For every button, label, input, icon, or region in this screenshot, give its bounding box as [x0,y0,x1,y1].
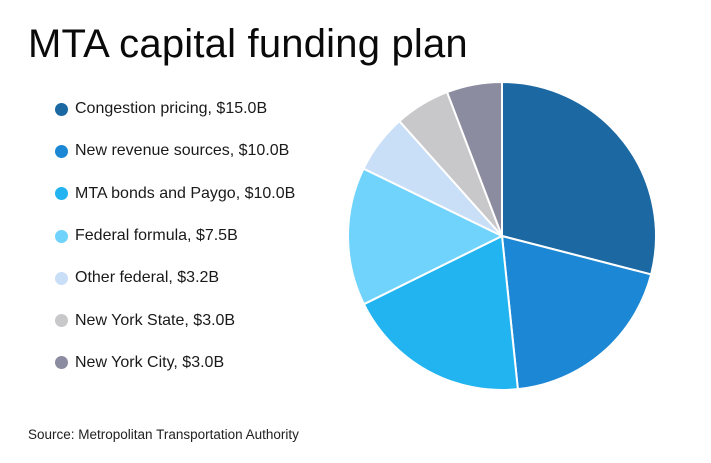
legend-item-federal-formula: Federal formula, $7.5B [55,215,295,257]
legend-swatch-icon [55,144,68,158]
legend-label: Federal formula, $7.5B [75,227,238,245]
source-note: Source: Metropolitan Transportation Auth… [28,427,299,442]
legend-label: Congestion pricing, $15.0B [75,100,268,118]
pie-slice-new-york-city [446,81,503,237]
pie-slice-mta-bonds-and-paygo [362,235,519,391]
legend-label: MTA bonds and Paygo, $10.0B [75,184,296,202]
pie-slice-federal-formula [346,167,503,306]
legend-swatch-icon [55,314,68,328]
pie-slices [346,81,657,391]
legend-label: New York State, $3.0B [75,311,236,329]
legend: Congestion pricing, $15.0B New revenue s… [55,88,295,384]
legend-swatch-icon [55,102,68,116]
legend-item-new-york-state: New York State, $3.0B [55,299,295,341]
legend-item-congestion-pricing: Congestion pricing, $15.0B [55,88,295,130]
pie-slice-new-revenue-sources [501,235,653,391]
legend-swatch-icon [55,229,68,243]
legend-item-new-revenue-sources: New revenue sources, $10.0B [55,130,295,172]
legend-label: New revenue sources, $10.0B [75,142,290,160]
legend-swatch-icon [55,356,68,370]
legend-item-new-york-city: New York City, $3.0B [55,342,295,384]
legend-label: New York City, $3.0B [75,353,225,371]
legend-swatch-icon [55,271,68,285]
legend-item-mta-bonds-paygo: MTA bonds and Paygo, $10.0B [55,173,295,215]
pie-slice-congestion-pricing [501,81,657,276]
legend-swatch-icon [55,187,68,201]
legend-label: Other federal, $3.2B [75,269,220,287]
legend-item-other-federal: Other federal, $3.2B [55,257,295,299]
chart-title: MTA capital funding plan [28,22,468,66]
